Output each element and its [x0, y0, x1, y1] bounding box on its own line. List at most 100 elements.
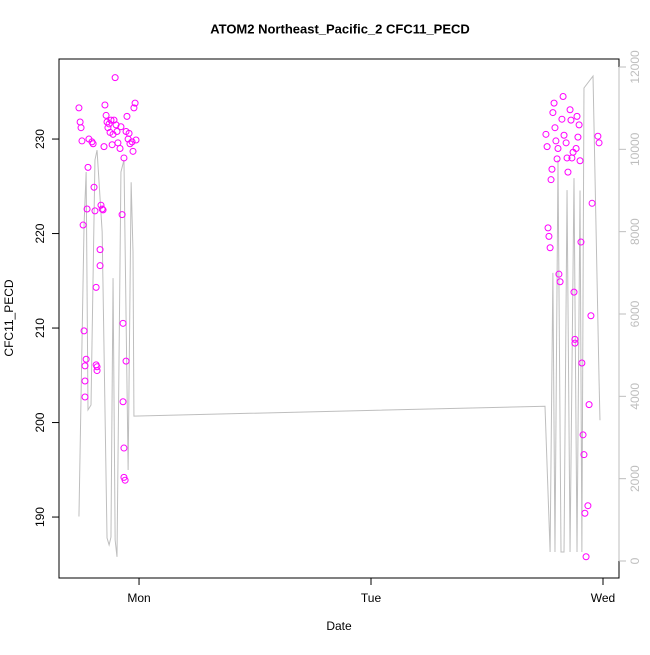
scatter-point: [117, 123, 125, 131]
scatter-point: [581, 509, 589, 517]
scatter-point: [119, 319, 127, 327]
scatter-point: [131, 99, 139, 107]
y2-tick-label: 4000: [628, 383, 642, 410]
scatter-point: [567, 116, 575, 124]
scatter-point: [113, 127, 121, 135]
scatter-point: [574, 133, 582, 141]
scatter-point: [548, 165, 556, 173]
scatter-point: [105, 120, 113, 128]
scatter-point: [92, 283, 100, 291]
scatter-point: [90, 183, 98, 191]
scatter-point: [96, 262, 104, 270]
y-tick-label: 220: [33, 223, 47, 243]
scatter-point: [121, 476, 129, 484]
scatter-point: [555, 270, 563, 278]
scatter-point: [542, 130, 550, 138]
scatter-point: [78, 137, 86, 145]
scatter-point: [573, 112, 581, 120]
y-tick-label: 230: [33, 129, 47, 149]
scatter-point: [566, 106, 574, 114]
scatter-point: [132, 136, 140, 144]
scatter-point: [120, 444, 128, 452]
scatter-point: [89, 140, 97, 148]
scatter-point: [111, 74, 119, 82]
scatter-point: [82, 355, 90, 363]
scatter-point: [556, 278, 564, 286]
scatter-point: [81, 362, 89, 370]
y2-tick-label: 8000: [628, 218, 642, 245]
scatter-point: [128, 138, 136, 146]
y2-tick-label: 6000: [628, 300, 642, 327]
scatter-point: [80, 327, 88, 335]
scatter-point: [99, 206, 107, 214]
scatter-point: [84, 163, 92, 171]
scatter-point: [75, 104, 83, 112]
scatter-point: [577, 238, 585, 246]
scatter-point: [576, 157, 584, 165]
scatter-point: [98, 205, 106, 213]
scatter-point: [558, 115, 566, 123]
scatter-point: [81, 393, 89, 401]
scatter-point: [96, 246, 104, 254]
scatter-point: [545, 232, 553, 240]
scatter-point: [578, 359, 586, 367]
x-tick-label: Tue: [361, 591, 382, 605]
scatter-point: [587, 312, 595, 320]
x-axis-label: Date: [326, 619, 352, 633]
scatter-point: [76, 118, 84, 126]
y2-tick-label: 12000: [628, 50, 642, 84]
scatter-point: [118, 211, 126, 219]
scatter-point: [570, 288, 578, 296]
scatter-point: [88, 138, 96, 146]
y2-tick-label: 0: [628, 557, 642, 564]
scatter-point: [102, 111, 110, 119]
scatter-point: [584, 502, 592, 510]
scatter-point: [580, 451, 588, 459]
scatter-point: [546, 244, 554, 252]
chart-title: ATOM2 Northeast_Pacific_2 CFC11_PECD: [210, 21, 470, 36]
scatter-point: [91, 207, 99, 215]
scatter-point: [83, 205, 91, 213]
scatter-point: [544, 224, 552, 232]
scatter-point: [125, 129, 133, 137]
scatter-point: [549, 109, 557, 117]
y-tick-label: 200: [33, 412, 47, 432]
line-series: [78, 74, 601, 557]
scatter-point: [122, 357, 130, 365]
scatter-point: [571, 339, 579, 347]
scatter-point: [81, 377, 89, 385]
scatter-point: [114, 139, 122, 147]
scatter-point: [575, 121, 583, 129]
scatter-point: [77, 124, 85, 132]
scatter-point: [582, 553, 590, 561]
y2-tick-label: 2000: [628, 465, 642, 492]
scatter-point: [126, 140, 134, 148]
scatter-point: [116, 144, 124, 152]
scatter-point: [119, 398, 127, 406]
scatter-point: [93, 367, 101, 375]
scatter-point: [130, 104, 138, 112]
scatter-point: [123, 112, 131, 120]
y-tick-label: 210: [33, 318, 47, 338]
y2-tick-label: 10000: [628, 132, 642, 166]
scatter-point: [594, 132, 602, 140]
scatter-point: [79, 221, 87, 229]
scatter-point: [120, 154, 128, 162]
scatter-point: [554, 144, 562, 152]
scatter-point: [543, 143, 551, 151]
scatter-point: [550, 99, 558, 107]
scatter-point: [93, 363, 101, 371]
scatter-point: [100, 143, 108, 151]
scatter-point: [585, 401, 593, 409]
scatter-point: [552, 137, 560, 145]
x-tick-label: Mon: [127, 591, 150, 605]
scatter-point: [571, 335, 579, 343]
scatter-point: [551, 124, 559, 132]
y-axis-label: CFC11_PECD: [2, 279, 16, 356]
scatter-point: [553, 155, 561, 163]
scatter-point: [101, 101, 109, 109]
scatter-point: [547, 176, 555, 184]
plot-frame: [58, 58, 620, 579]
